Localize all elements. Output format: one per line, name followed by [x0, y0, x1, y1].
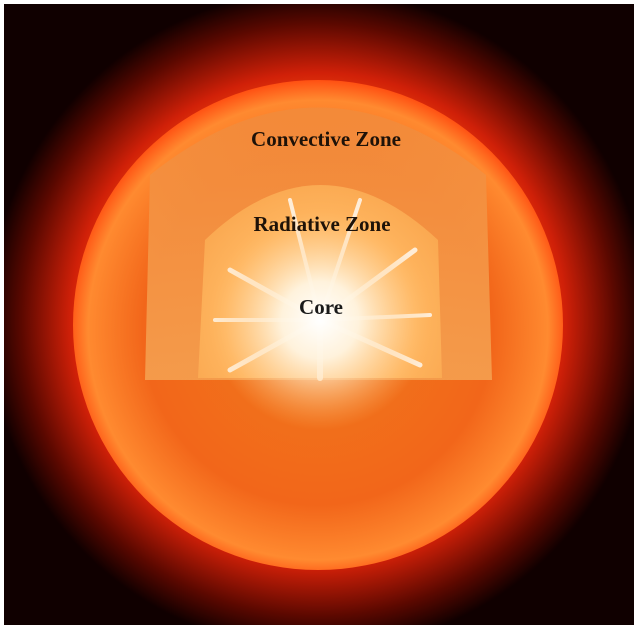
- core: [210, 210, 430, 430]
- layer-label: Radiative Zone: [253, 212, 390, 236]
- layer-label: Convective Zone: [251, 127, 401, 151]
- layer-label: Core: [299, 295, 343, 319]
